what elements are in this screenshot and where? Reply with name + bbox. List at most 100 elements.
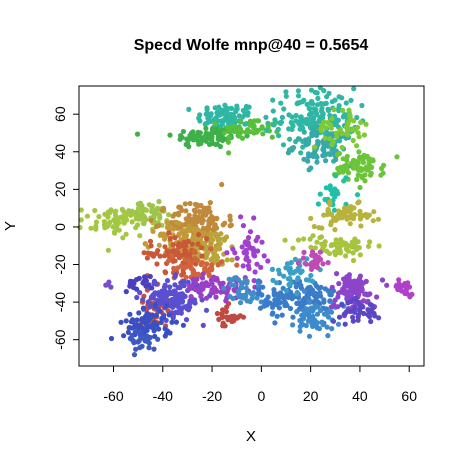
data-point	[93, 223, 99, 229]
data-point	[207, 265, 213, 271]
data-point	[300, 255, 307, 261]
data-point	[329, 99, 335, 105]
data-point	[358, 119, 364, 125]
data-point	[161, 236, 168, 242]
data-point	[350, 137, 356, 144]
data-point	[235, 314, 241, 320]
data-point	[140, 333, 146, 339]
data-point	[354, 246, 360, 252]
data-point	[186, 212, 192, 218]
data-point	[173, 309, 179, 315]
data-point	[164, 248, 170, 254]
data-point	[306, 298, 312, 304]
data-point	[218, 111, 224, 117]
data-point	[228, 222, 234, 228]
data-point	[252, 269, 258, 275]
data-point	[158, 298, 164, 305]
data-point	[219, 181, 225, 188]
data-point	[222, 102, 228, 108]
data-point	[269, 304, 276, 310]
data-point	[319, 115, 326, 121]
data-point	[230, 112, 236, 118]
data-point	[334, 133, 340, 140]
data-point	[305, 151, 312, 157]
data-point	[351, 205, 357, 211]
data-point	[366, 243, 372, 249]
data-point	[208, 246, 214, 252]
data-point	[332, 241, 338, 247]
data-point	[126, 208, 132, 214]
data-point	[285, 150, 291, 156]
data-point	[309, 260, 315, 266]
data-point	[170, 213, 176, 219]
data-point	[171, 248, 177, 254]
data-point	[281, 273, 287, 279]
data-point	[331, 207, 338, 213]
data-point	[321, 299, 327, 305]
data-point	[301, 249, 307, 255]
data-point	[325, 106, 331, 112]
data-point	[185, 140, 191, 146]
data-point	[319, 105, 325, 111]
data-point	[172, 282, 178, 288]
data-point	[315, 201, 321, 207]
data-point	[112, 228, 118, 234]
data-point	[187, 300, 193, 306]
data-point	[176, 255, 183, 261]
data-point	[288, 292, 294, 299]
data-point	[356, 199, 362, 205]
data-point	[340, 156, 346, 162]
data-point	[327, 136, 333, 142]
data-point	[123, 318, 129, 324]
data-point	[225, 317, 231, 323]
data-point	[306, 277, 312, 283]
data-point	[380, 170, 386, 176]
data-point	[232, 250, 238, 256]
data-point	[325, 288, 332, 294]
data-point	[250, 291, 256, 298]
data-point	[376, 315, 382, 321]
x-tick-label: 40	[352, 388, 368, 404]
data-point	[171, 265, 177, 271]
data-point	[169, 253, 175, 259]
data-point	[255, 248, 261, 254]
data-point	[166, 230, 172, 236]
data-point	[129, 332, 135, 339]
data-point	[320, 140, 326, 146]
data-point	[118, 214, 124, 220]
data-point	[167, 235, 173, 242]
data-point	[357, 252, 363, 258]
data-point	[327, 151, 333, 158]
data-point	[370, 218, 376, 224]
data-point	[347, 221, 353, 227]
data-point	[126, 325, 132, 331]
data-point	[181, 283, 187, 289]
data-point	[355, 314, 361, 320]
data-point	[295, 100, 301, 106]
data-point	[196, 141, 202, 147]
data-point	[258, 264, 264, 270]
data-point	[247, 129, 253, 135]
data-point	[350, 250, 356, 256]
data-point	[189, 134, 195, 141]
data-point	[348, 97, 354, 103]
data-point	[188, 294, 194, 300]
data-point	[311, 106, 317, 112]
data-point	[254, 295, 260, 301]
data-point	[204, 105, 210, 111]
data-point	[301, 129, 307, 135]
data-point	[195, 241, 201, 247]
data-point	[155, 336, 161, 342]
data-point	[176, 231, 182, 237]
data-point	[337, 243, 343, 249]
data-point	[330, 318, 337, 324]
data-point	[384, 282, 390, 288]
data-point	[272, 117, 278, 123]
data-point	[186, 223, 192, 229]
data-point	[263, 114, 269, 120]
data-point	[150, 228, 156, 234]
data-point	[345, 308, 351, 314]
data-point	[262, 299, 268, 305]
data-point	[325, 206, 331, 213]
data-point	[237, 130, 243, 136]
